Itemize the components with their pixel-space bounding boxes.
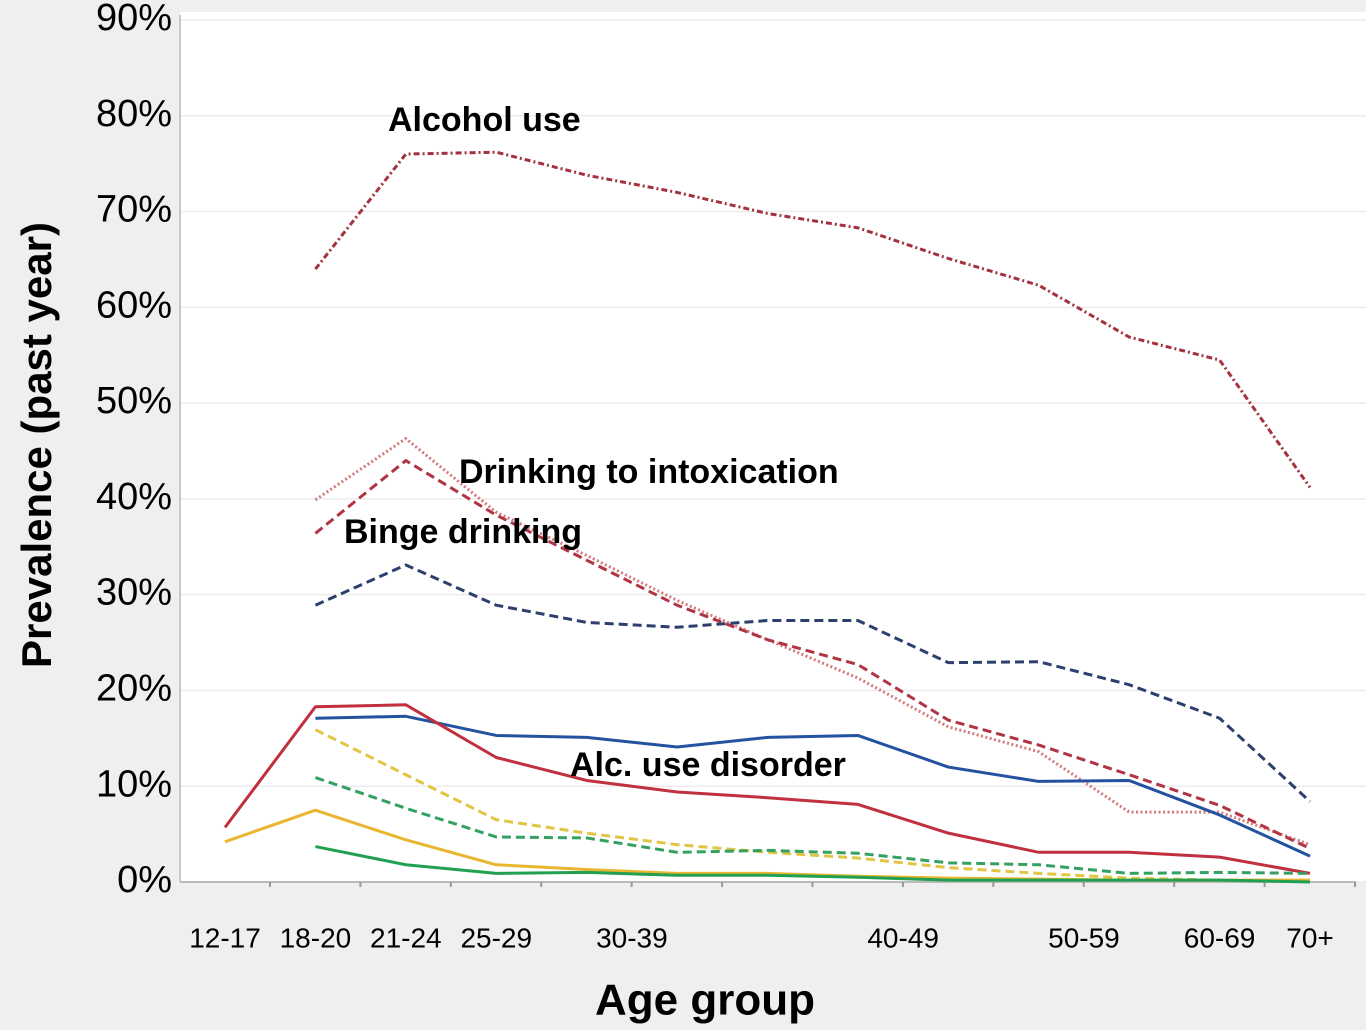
y-tick-label: 20%: [96, 667, 172, 709]
y-tick-label: 70%: [96, 189, 172, 231]
y-tick-label: 40%: [96, 476, 172, 518]
series-line: [314, 728, 1310, 882]
x-tick-label: 18-20: [280, 922, 352, 953]
x-tick-label: 50-59: [1048, 922, 1120, 953]
y-tick-label: 0%: [117, 859, 172, 901]
x-tick-label: 70+: [1286, 922, 1334, 953]
y-axis-title: Prevalence (past year): [13, 222, 60, 668]
series-line: [315, 714, 1311, 858]
x-tick-label: 21-24: [370, 922, 442, 953]
x-tick-label: 30-39: [596, 922, 668, 953]
y-tick-label: 30%: [96, 572, 172, 614]
y-tick-label: 50%: [96, 380, 172, 422]
x-axis-title: Age group: [595, 976, 815, 1025]
series-line: [314, 150, 1312, 489]
annotation: Drinking to intoxication: [459, 453, 839, 491]
series-line: [314, 776, 1311, 875]
series-line: [314, 563, 1312, 803]
series-line: [223, 703, 1311, 875]
x-tick-label: 12-17: [189, 922, 261, 953]
series-line: [314, 459, 1311, 850]
annotation: Alc. use disorder: [570, 746, 846, 784]
y-tick-label: 90%: [96, 0, 172, 39]
y-tick-label: 80%: [96, 93, 172, 135]
annotation: Binge drinking: [344, 513, 582, 551]
x-tick-label: 25-29: [460, 922, 532, 953]
x-tick-label: 40-49: [867, 922, 939, 953]
y-tick-label: 60%: [96, 284, 172, 326]
y-tick-label: 10%: [96, 763, 172, 805]
x-tick-label: 60-69: [1184, 922, 1256, 953]
annotation: Alcohol use: [388, 101, 581, 139]
series-line: [315, 845, 1311, 884]
